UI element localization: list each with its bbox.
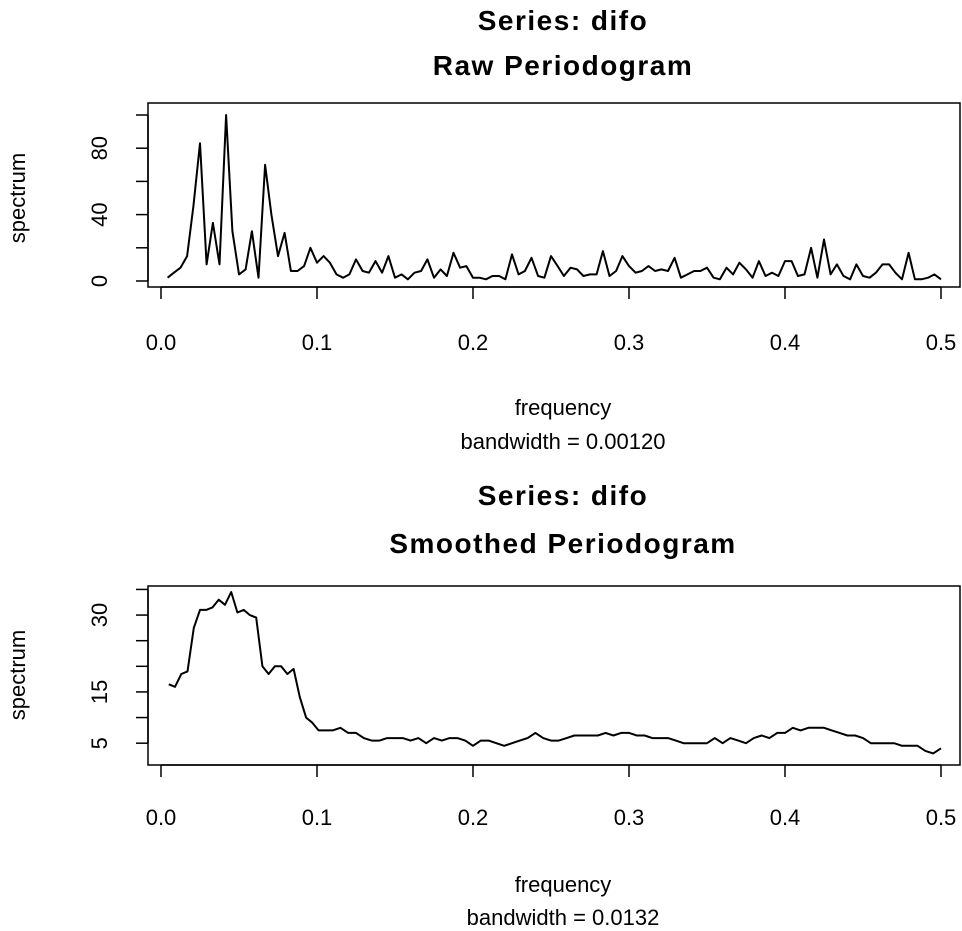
y-tick-label: 5 — [87, 737, 112, 749]
x-tick-label: 0.0 — [146, 805, 177, 830]
x-tick-label: 0.4 — [770, 805, 801, 830]
chart-subtitle: Raw Periodogram — [433, 50, 694, 81]
y-tick-label: 0 — [87, 275, 112, 287]
y-axis-label: spectrum — [5, 630, 30, 720]
x-tick-label: 0.5 — [926, 805, 957, 830]
series-line — [166, 114, 942, 281]
x-tick-label: 0.3 — [614, 330, 645, 355]
bandwidth-note: bandwidth = 0.0132 — [467, 905, 660, 930]
chart-title: Series: difo — [478, 480, 648, 511]
y-tick-label: 40 — [87, 202, 112, 226]
x-tick-label: 0.5 — [926, 330, 957, 355]
x-tick-label: 0.1 — [302, 805, 333, 830]
x-tick-label: 0.4 — [770, 330, 801, 355]
plot-frame — [147, 585, 961, 766]
smoothed-periodogram-panel: Series: difo Smoothed Periodogram freque… — [5, 480, 961, 930]
x-tick-label: 0.1 — [302, 330, 333, 355]
chart-title: Series: difo — [478, 5, 648, 36]
raw-periodogram-panel: Series: difo Raw Periodogram frequency b… — [5, 5, 961, 454]
bandwidth-note: bandwidth = 0.00120 — [461, 429, 666, 454]
x-tick-label: 0.2 — [458, 805, 489, 830]
y-tick-label: 15 — [87, 680, 112, 704]
x-tick-label: 0.0 — [146, 330, 177, 355]
y-tick-label: 80 — [87, 136, 112, 160]
y-tick-label: 30 — [87, 603, 112, 627]
y-axis-label: spectrum — [5, 153, 30, 243]
x-tick-label: 0.3 — [614, 805, 645, 830]
x-axis-label: frequency — [515, 395, 612, 420]
series-line — [168, 591, 942, 755]
chart-subtitle: Smoothed Periodogram — [389, 528, 736, 559]
x-axis-label: frequency — [515, 872, 612, 897]
x-tick-label: 0.2 — [458, 330, 489, 355]
